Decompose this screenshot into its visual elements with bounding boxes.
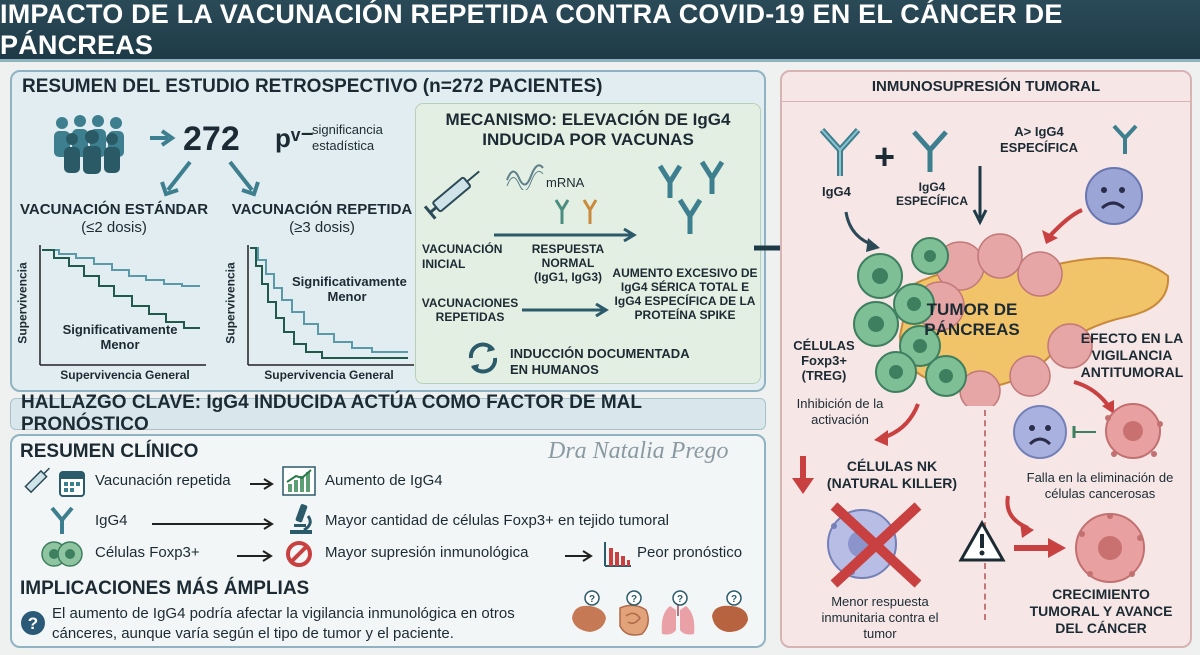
sad-nk-cell (1010, 402, 1070, 467)
excess-igg4-label: AUMENTO EXCESIVO DE IgG4 SÉRICA TOTAL E … (612, 266, 758, 322)
small-antibody-icon (1110, 122, 1140, 163)
repeated-vaccination-title: VACUNACIÓN REPETIDA (231, 201, 413, 218)
antibody-pair-icon (548, 196, 608, 231)
red-arrow-down-right (1000, 494, 1040, 543)
question-icon: ? (20, 610, 46, 641)
clinical-row-1-left: Vacunación repetida (95, 472, 231, 489)
cancer-cell-growth (1070, 508, 1150, 593)
down-arrow-red (790, 454, 816, 503)
induction-label: INDUCCIÓN DOCUMENTADA EN HUMANOS (510, 346, 690, 377)
standard-ylabel: Supervivencia (15, 262, 30, 344)
mrna-icon (505, 160, 545, 195)
clinical-row-3-right: Mayor supresión inmunológica (325, 544, 529, 561)
survival-chart-standard (14, 240, 214, 390)
right-header: INMUNOSUPRESIÓN TUMORAL (780, 78, 1192, 102)
p-value-symbol: pᵛ⁻ (275, 123, 315, 153)
page-title: IMPACTO DE LA VACUNACIÓN REPETIDA CONTRA… (0, 0, 1200, 62)
nk-label: CÉLULAS NK (NATURAL KILLER) (826, 458, 958, 491)
repeated-note: Significativamente Menor (292, 274, 407, 304)
standard-doses: (≤2 dosis) (81, 219, 147, 236)
key-finding: HALLAZGO CLAVE: IgG4 INDUCIDA ACTÚA COMO… (10, 392, 766, 435)
cancer-cell-1 (1100, 398, 1166, 469)
repeated-doses: (≥3 dosis) (289, 219, 355, 236)
more-igg4-label: A> IgG4 ESPECÍFICA (999, 124, 1078, 155)
clinical-row-3-extra: Peor pronóstico (637, 544, 743, 561)
syringe-calendar-icon (22, 466, 92, 505)
svg-text:?: ? (631, 594, 637, 605)
standard-note: Significativamente Menor (62, 322, 178, 352)
survival-chart-repeated (222, 240, 422, 390)
inhibit-connector (1070, 424, 1100, 445)
curved-arrow-right (1038, 206, 1086, 251)
repeated-ylabel: Supervivencia (223, 262, 238, 344)
mechanism-box (415, 103, 761, 384)
svg-text:?: ? (589, 594, 595, 605)
patient-count: 272 (183, 120, 240, 158)
clinical-row-1-right: Aumento de IgG4 (325, 472, 443, 489)
repeated-vaccinations-label: VACUNACIONES REPETIDAS (421, 296, 519, 324)
implications-text: El aumento de IgG4 podría afectar la vig… (52, 605, 515, 642)
svg-text:?: ? (677, 594, 683, 605)
prohibited-icon (285, 540, 313, 573)
arrow-right-icon (148, 128, 178, 153)
chart-down-icon (603, 540, 633, 573)
mrna-label: mRNA (546, 175, 585, 190)
igg4-icon (818, 126, 864, 185)
effect-label: EFECTO EN LA VIGILANCIA ANTITUMORAL (1080, 330, 1184, 380)
initial-vaccination-label: VACUNACIÓN INICIAL (422, 242, 503, 271)
normal-response-label: RESPUESTA NORMAL (IgG1, IgG3) (531, 242, 605, 284)
sad-cell-top (1082, 164, 1146, 233)
red-arrow-curve-down (868, 400, 928, 455)
standard-vaccination-title: VACUNACIÓN ESTÁNDAR (19, 201, 209, 218)
treg-label: CÉLULAS Foxp3+ (TREG) (793, 338, 855, 383)
refresh-icon (465, 340, 501, 381)
nk-cell-crossed (812, 496, 932, 597)
clinical-row-3-left: Células Foxp3+ (95, 544, 200, 561)
arrow-row-3b (563, 549, 599, 567)
p-value-label: significancia estadística (312, 122, 383, 153)
clinical-row-2-right: Mayor cantidad de células Foxp3+ en teji… (325, 512, 669, 529)
study-summary-header: RESUMEN DEL ESTUDIO RETROSPECTIVO (n=272… (22, 76, 603, 97)
plus-sign: + (874, 136, 896, 177)
mechanism-header: MECANISMO: ELEVACIÓN DE IgG4 INDUCIDA PO… (445, 110, 731, 149)
failure-label: Falla en la eliminación de células cance… (1026, 470, 1174, 501)
arrow-row-1 (248, 477, 278, 495)
tumor-label: TUMOR DE PÁNCREAS (924, 300, 1020, 339)
arrow-initial (492, 227, 642, 247)
igg4-cluster-icon (650, 158, 740, 243)
dashed-divider (984, 410, 986, 620)
red-arrow-growth (1012, 536, 1068, 565)
igg4-label: IgG4 (822, 184, 851, 199)
microscope-icon (286, 502, 316, 541)
growth-label: CRECIMIENTO TUMORAL Y AVANCE DEL CÁNCER (1029, 586, 1173, 636)
red-arrow-effect (1070, 378, 1130, 423)
clinical-header: RESUMEN CLÍNICO (20, 441, 199, 462)
patients-icon (50, 113, 140, 180)
repeated-xlabel: Supervivencia General (264, 368, 394, 382)
implications-header: IMPLICACIONES MÁS ÁMPLIAS (20, 578, 310, 599)
organs-icon: ? ? ? ? (568, 590, 758, 651)
warning-icon (958, 519, 1006, 569)
cells-icon (40, 540, 84, 573)
branch-arrows (150, 158, 270, 203)
pancreas-tumor (850, 226, 1180, 412)
igg4-specific-icon (910, 128, 950, 181)
arrow-row-3 (235, 549, 279, 567)
clinical-row-2-left: IgG4 (95, 512, 128, 529)
signature: Dra Natalia Prego (548, 438, 729, 464)
standard-xlabel: Supervivencia General (60, 368, 190, 382)
inhibition-label: Inhibición de la activación (796, 396, 884, 427)
igg4-specific-label: IgG4 ESPECÍFICA (895, 180, 968, 208)
svg-text:?: ? (28, 614, 38, 633)
curved-arrow-left (838, 208, 888, 261)
syringe-icon (422, 160, 492, 225)
chart-up-icon (282, 466, 316, 501)
svg-text:?: ? (731, 594, 737, 605)
arrow-repeated (520, 302, 612, 322)
arrow-row-2 (150, 517, 280, 535)
antibody-icon (48, 504, 78, 541)
less-response-label: Menor respuesta inmunitaria contra el tu… (821, 594, 939, 641)
down-arrow-center (972, 164, 988, 233)
